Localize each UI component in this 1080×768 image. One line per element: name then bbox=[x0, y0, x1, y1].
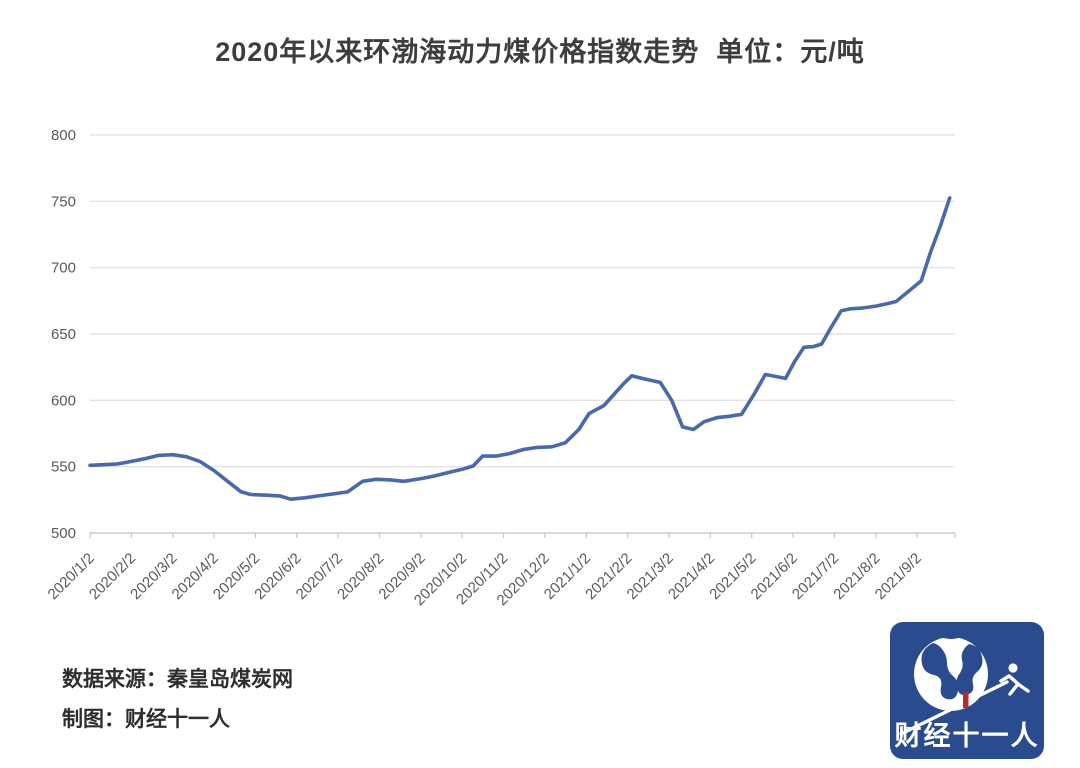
fencer-icon bbox=[899, 663, 1030, 736]
price-index-line-chart: 8007507006506005505002020/1/22020/2/2202… bbox=[45, 127, 956, 609]
logo-red-accent bbox=[963, 692, 969, 708]
y-tick-label: 700 bbox=[51, 260, 76, 277]
y-tick-label: 550 bbox=[51, 459, 76, 476]
globe-icon bbox=[914, 635, 988, 711]
y-tick-label: 600 bbox=[51, 392, 76, 409]
logo-text: 财经十一人 bbox=[895, 720, 1040, 751]
chart-title: 2020年以来环渤海动力煤价格指数走势 单位：元/吨 bbox=[215, 37, 865, 67]
epee-line bbox=[899, 680, 1009, 736]
y-tick-label: 750 bbox=[51, 193, 76, 210]
y-tick-label: 800 bbox=[51, 127, 76, 144]
y-tick-label: 650 bbox=[51, 326, 76, 343]
chart-credit-text: 制图：财经十一人 bbox=[62, 708, 230, 731]
data-source-text: 数据来源：秦皇岛煤炭网 bbox=[62, 668, 293, 691]
x-tick-label: 2021/9/2 bbox=[872, 550, 925, 603]
y-tick-label: 500 bbox=[51, 525, 76, 542]
price-index-line bbox=[88, 196, 952, 502]
source-block: 数据来源：秦皇岛煤炭网 制图：财经十一人 bbox=[62, 660, 293, 740]
caijing-eleven-logo: 财经十一人 bbox=[890, 622, 1044, 759]
